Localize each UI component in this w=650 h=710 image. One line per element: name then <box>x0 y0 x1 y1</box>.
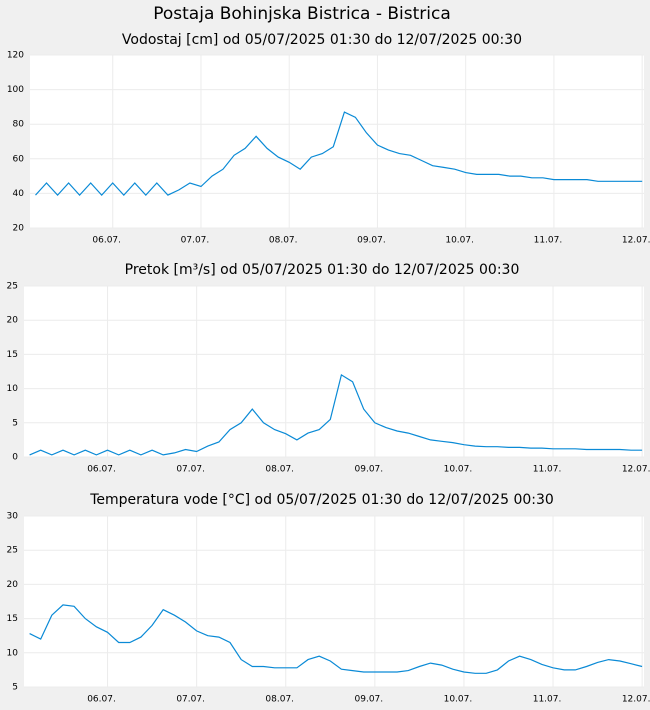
x-tick-label: 10.07. <box>444 465 473 475</box>
x-tick-label: 11.07. <box>533 465 562 475</box>
y-tick-label: 60 <box>13 154 25 164</box>
x-tick-label: 12.07. <box>622 695 650 705</box>
y-tick-label: 40 <box>13 189 25 199</box>
x-tick-label: 11.07. <box>533 695 562 705</box>
x-tick-label: 08.07. <box>265 695 294 705</box>
x-tick-label: 08.07. <box>265 465 294 475</box>
y-tick-label: 25 <box>7 282 18 292</box>
y-tick-label: 15 <box>7 614 18 624</box>
y-tick-label: 100 <box>7 85 24 95</box>
x-tick-label: 10.07. <box>445 236 474 246</box>
y-tick-label: 30 <box>7 512 19 522</box>
y-tick-label: 20 <box>7 580 19 590</box>
x-tick-label: 06.07. <box>92 236 121 246</box>
y-tick-label: 120 <box>7 51 24 61</box>
data-line <box>29 604 643 674</box>
y-tick-label: 20 <box>13 224 25 234</box>
x-tick-label: 07.07. <box>181 236 210 246</box>
y-tick-label: 20 <box>7 316 19 326</box>
x-tick-label: 09.07. <box>357 236 386 246</box>
y-tick-label: 80 <box>13 120 25 130</box>
x-tick-label: 12.07. <box>622 236 650 246</box>
plot-area <box>24 516 644 687</box>
y-tick-label: 25 <box>7 546 18 556</box>
y-tick-label: 0 <box>12 453 18 463</box>
page-title: Postaja Bohinjska Bistrica - Bistrica <box>153 4 451 24</box>
x-tick-label: 07.07. <box>176 465 205 475</box>
y-tick-label: 5 <box>12 683 18 693</box>
chart-title: Vodostaj [cm] od 05/07/2025 01:30 do 12/… <box>122 32 522 48</box>
x-tick-label: 09.07. <box>355 695 384 705</box>
data-line <box>35 111 643 196</box>
plot-area <box>24 286 644 457</box>
x-tick-label: 12.07. <box>622 465 650 475</box>
x-tick-label: 08.07. <box>269 236 298 246</box>
x-tick-label: 06.07. <box>87 465 116 475</box>
y-tick-label: 10 <box>7 648 19 658</box>
x-tick-label: 06.07. <box>87 695 116 705</box>
x-tick-label: 07.07. <box>176 695 205 705</box>
x-tick-label: 11.07. <box>534 236 563 246</box>
x-tick-label: 09.07. <box>355 465 384 475</box>
y-tick-label: 10 <box>7 384 19 394</box>
chart-title: Pretok [m³/s] od 05/07/2025 01:30 do 12/… <box>125 262 520 278</box>
chart-title: Temperatura vode [°C] od 05/07/2025 01:3… <box>89 492 554 508</box>
data-line <box>29 373 643 456</box>
y-tick-label: 5 <box>12 418 18 428</box>
x-tick-label: 10.07. <box>444 695 473 705</box>
plot-area <box>30 55 644 228</box>
y-tick-label: 15 <box>7 350 18 360</box>
